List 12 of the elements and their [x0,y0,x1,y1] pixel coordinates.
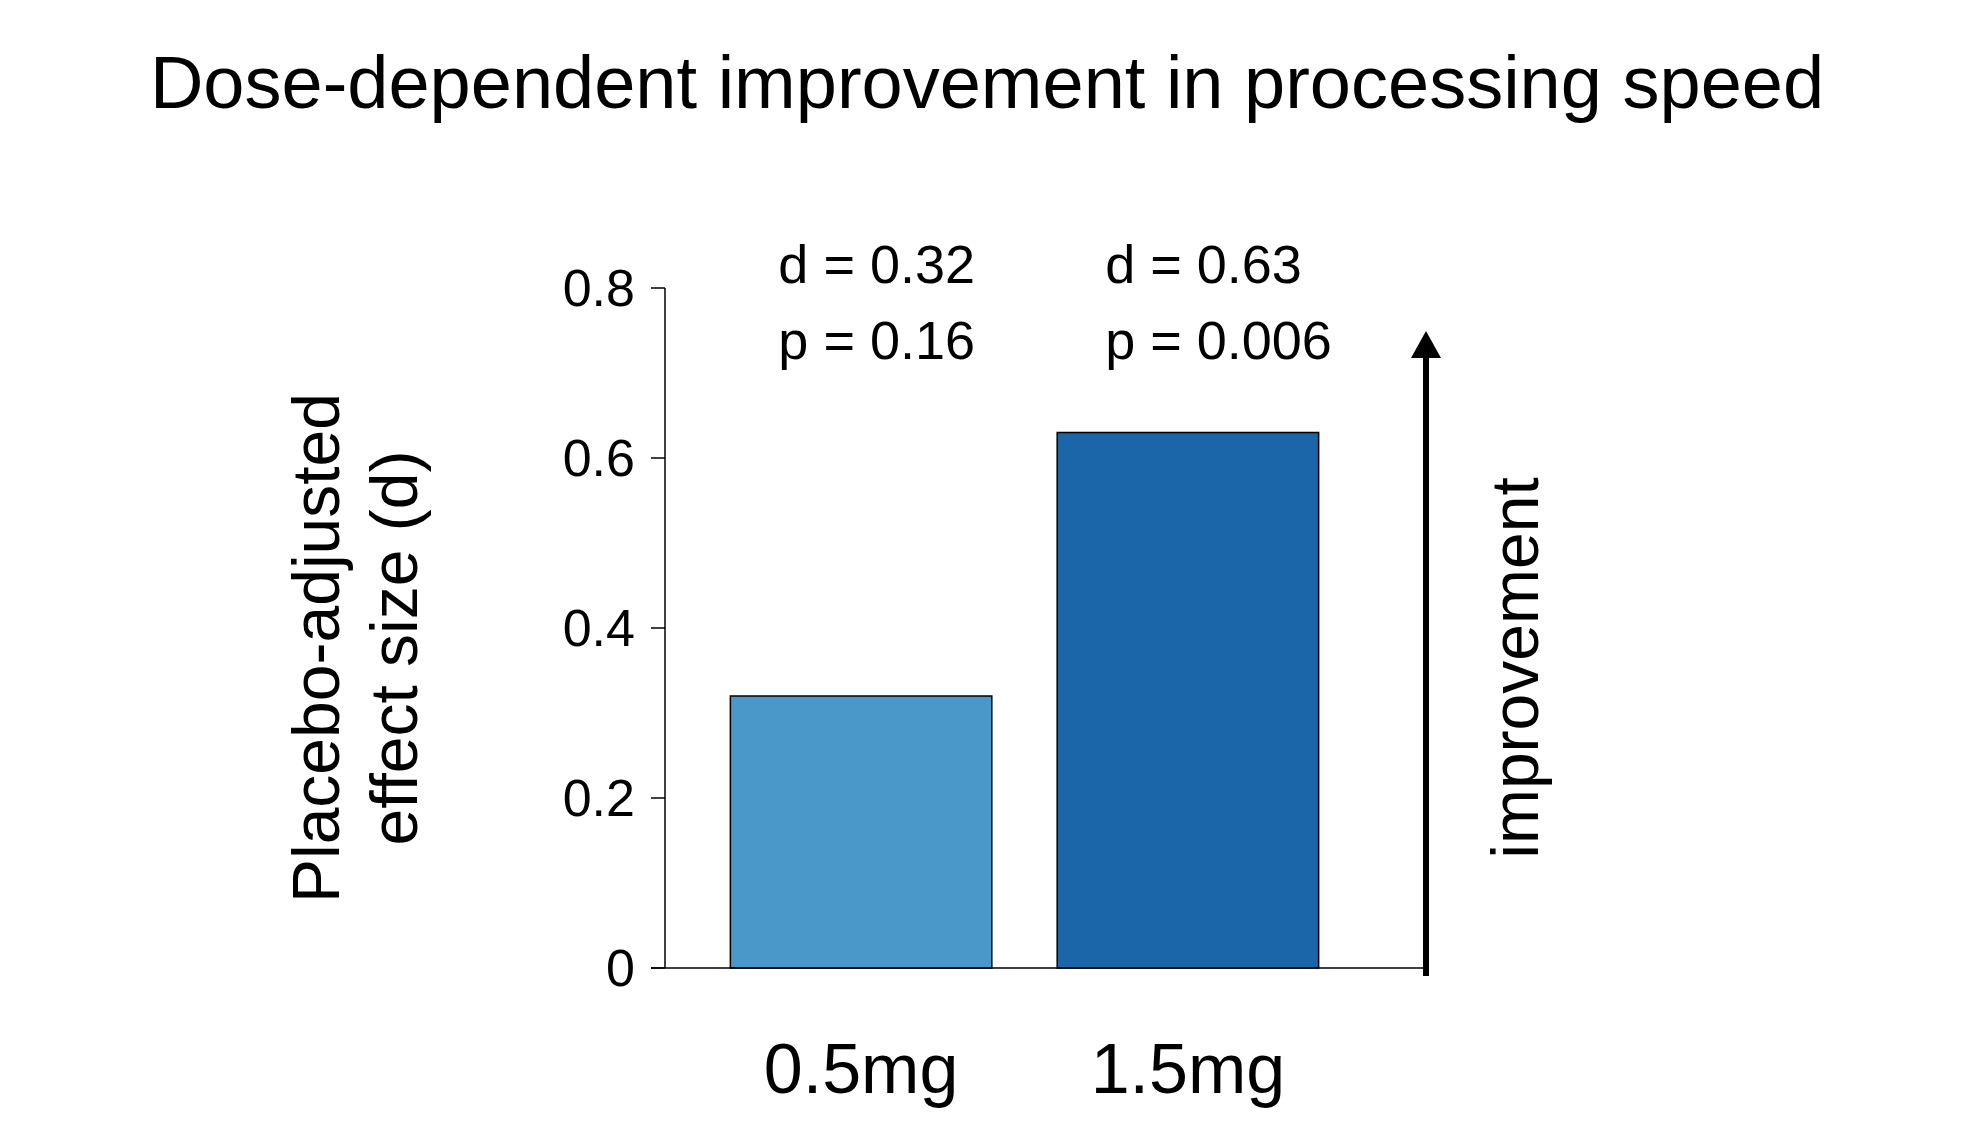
x-tick-label: 0.5mg [763,1030,959,1108]
annotation: d = 0.63 p = 0.006 [1105,234,1332,370]
y-tick-label: 0.8 [562,259,635,318]
y-axis-title: Placebo-adjusted effect size (d) [279,392,431,904]
y-tick-label: 0.2 [562,769,635,828]
annotation: d = 0.32 p = 0.16 [778,234,976,370]
x-tick-label: 1.5mg [1090,1030,1286,1108]
text: improvement [1478,477,1552,859]
y-tick-label: 0.6 [562,429,635,488]
y-tick-label: 0 [606,939,635,998]
y-tick-label: 0.4 [562,599,635,658]
chart-title: Dose-dependent improvement in processing speed [149,41,1825,124]
